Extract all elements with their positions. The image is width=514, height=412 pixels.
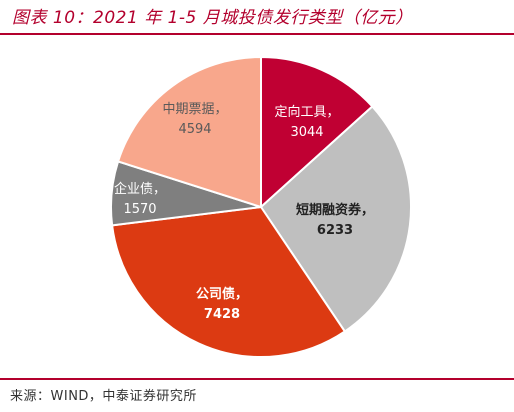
slice-label: 企业债， (114, 181, 166, 197)
slice-value-label: 1570 (123, 202, 156, 217)
slice-value-label: 6233 (317, 223, 353, 238)
title-divider (0, 33, 514, 35)
pie-slice (259, 105, 412, 333)
slice-label: 短期融资券， (296, 202, 374, 218)
slice-label: 公司债， (196, 286, 248, 302)
pie-slice (116, 55, 262, 209)
pie-slice (260, 55, 374, 210)
slice-value-label: 3044 (290, 125, 323, 140)
chart-title: 图表 10：2021 年 1-5 月城投债发行类型（亿元） (12, 8, 413, 28)
footer-divider (0, 378, 514, 380)
slice-value-label: 4594 (178, 122, 211, 137)
source-note: 来源：WIND，中泰证券研究所 (10, 389, 197, 404)
slice-label: 中期票据， (162, 102, 227, 117)
slice-label: 定向工具， (274, 104, 339, 120)
slice-value-label: 7428 (204, 307, 240, 322)
pie-slice (111, 205, 347, 358)
